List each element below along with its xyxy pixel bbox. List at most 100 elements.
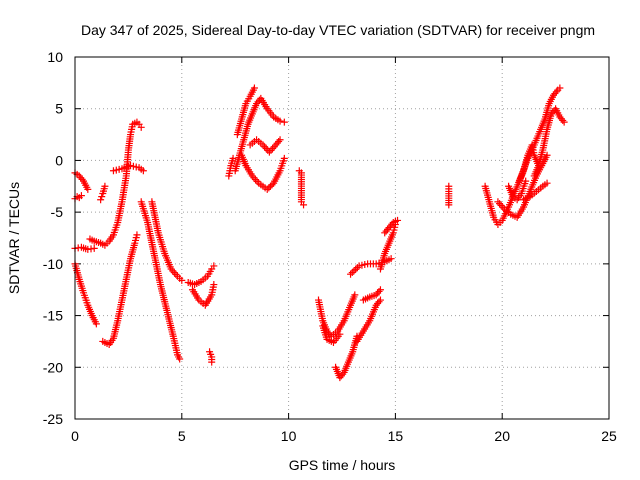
- x-tick-label: 0: [71, 428, 79, 444]
- data-point: [351, 291, 359, 299]
- data-point: [178, 276, 186, 284]
- data-point: [388, 220, 396, 228]
- plot-frame: [74, 56, 610, 420]
- x-tick-label: 20: [494, 428, 510, 444]
- data-point: [300, 201, 308, 209]
- data-point: [347, 270, 355, 278]
- series-track-24: [353, 296, 384, 345]
- x-tick-label: 10: [281, 428, 297, 444]
- data-point: [266, 182, 274, 190]
- series-track-06: [97, 182, 109, 204]
- series-track-17: [238, 151, 288, 193]
- y-tick-label: -10: [43, 256, 63, 272]
- series-track-03: [71, 260, 100, 328]
- data-point: [97, 196, 105, 204]
- series-track-16: [233, 84, 258, 139]
- data-point: [445, 201, 453, 209]
- data-point: [101, 182, 109, 190]
- series-track-09: [137, 198, 184, 363]
- series-track-21: [319, 322, 344, 346]
- data-point: [387, 255, 395, 263]
- series-track-11: [184, 262, 218, 289]
- data-point: [376, 296, 384, 304]
- data-point: [552, 88, 560, 96]
- data-point: [275, 137, 283, 145]
- data-point: [139, 167, 147, 175]
- series-track-27: [381, 216, 402, 237]
- data-point: [350, 267, 358, 275]
- series-track-25: [359, 286, 384, 304]
- data-point: [98, 193, 106, 201]
- series-track-05: [86, 118, 145, 249]
- data-point: [336, 330, 344, 338]
- data-point: [556, 84, 564, 92]
- series-track-13: [206, 348, 216, 366]
- series-track-10: [148, 198, 186, 284]
- data-point: [90, 244, 98, 252]
- y-tick-label: 10: [47, 49, 63, 65]
- data-point: [265, 184, 273, 192]
- data-point: [210, 262, 218, 270]
- data-point: [276, 136, 284, 144]
- data-point: [394, 216, 402, 224]
- data-point: [560, 118, 568, 126]
- data-point: [229, 154, 237, 162]
- data-point: [263, 185, 271, 193]
- series-track-31: [505, 177, 530, 204]
- data-point: [280, 118, 288, 126]
- data-point: [92, 320, 100, 328]
- y-tick-label: 5: [55, 101, 63, 117]
- data-point: [208, 358, 216, 366]
- series-track-08: [109, 162, 147, 175]
- data-point: [352, 265, 360, 273]
- series-track-34: [520, 179, 551, 204]
- data-point: [543, 179, 551, 187]
- axis-ticks: 0 5 10 15 20 25 -25 -20 -15 -10 -5 0 5 10: [43, 49, 617, 444]
- data-points: [71, 84, 568, 382]
- series-track-15: [231, 94, 288, 175]
- grid: [75, 57, 609, 419]
- data-point: [522, 177, 530, 185]
- data-point: [348, 269, 356, 277]
- data-point: [78, 175, 86, 183]
- series-track-12: [188, 281, 218, 309]
- y-tick-label: -20: [43, 359, 63, 375]
- y-tick-label: 0: [55, 152, 63, 168]
- data-point: [559, 116, 567, 124]
- data-point: [353, 264, 361, 272]
- series-track-28: [445, 182, 453, 209]
- data-point: [176, 355, 184, 363]
- series-track-22: [332, 332, 361, 382]
- x-tick-label: 25: [601, 428, 617, 444]
- data-point: [77, 192, 85, 200]
- data-point: [84, 185, 92, 193]
- data-point: [376, 286, 384, 294]
- data-point: [268, 181, 276, 189]
- y-tick-label: -25: [43, 411, 63, 427]
- data-point: [280, 154, 288, 162]
- data-point: [276, 117, 284, 125]
- x-tick-label: 15: [388, 428, 404, 444]
- y-axis-label: SDTVAR / TECUs: [6, 182, 22, 294]
- series-track-26: [376, 221, 399, 273]
- data-point: [543, 151, 551, 159]
- series-track-18: [246, 136, 284, 156]
- y-tick-label: -5: [51, 204, 64, 220]
- data-point: [133, 231, 141, 239]
- series-track-14: [225, 154, 237, 180]
- x-tick-label: 5: [178, 428, 186, 444]
- data-point: [210, 281, 218, 289]
- series-track-07: [99, 231, 141, 349]
- x-axis-label: GPS time / hours: [289, 457, 396, 473]
- data-point: [339, 370, 347, 378]
- data-point: [137, 123, 145, 131]
- data-point: [250, 84, 258, 92]
- series-track-20: [315, 291, 359, 340]
- series-track-33: [530, 105, 568, 180]
- data-point: [375, 298, 383, 306]
- chart-title: Day 347 of 2025, Sidereal Day-to-day VTE…: [81, 22, 595, 38]
- data-point: [375, 287, 383, 295]
- y-tick-label: -15: [43, 308, 63, 324]
- series-track-19: [295, 167, 308, 209]
